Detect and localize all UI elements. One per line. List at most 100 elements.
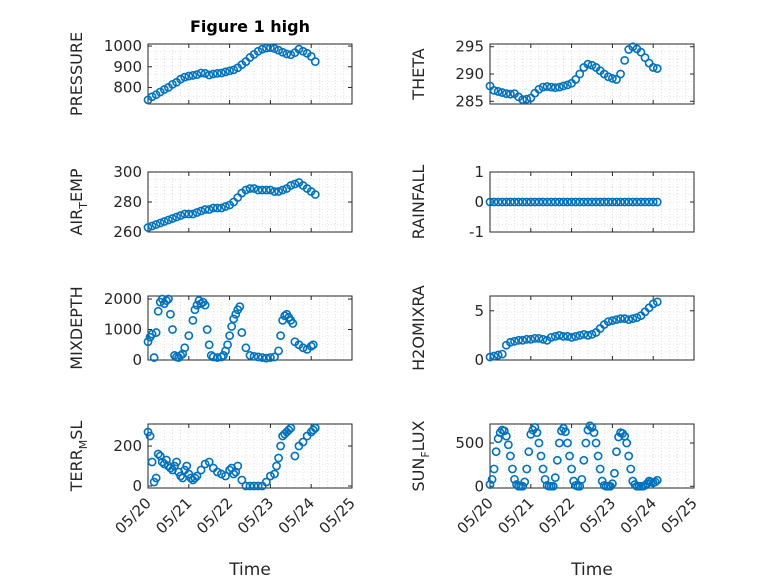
data-point	[310, 423, 320, 433]
data-point	[265, 185, 275, 195]
y-tick-label: 0	[132, 477, 142, 495]
data-point	[648, 197, 658, 207]
data-point	[563, 438, 572, 448]
data-point	[257, 44, 267, 54]
data-point	[493, 87, 503, 96]
data-point	[274, 346, 283, 356]
y-axis-label: SUNFLUX	[409, 420, 432, 491]
data-point	[628, 314, 638, 324]
data-point	[538, 82, 548, 92]
data-point	[489, 351, 499, 361]
data-point	[563, 197, 572, 207]
y-axis-label: TERRMSL	[67, 421, 90, 493]
data-point	[282, 49, 292, 59]
data-point	[196, 299, 206, 309]
data-point	[196, 206, 206, 216]
data-point	[546, 332, 556, 342]
data-point	[501, 89, 511, 99]
data-point	[583, 59, 593, 69]
data-point	[559, 197, 568, 207]
data-point	[526, 197, 536, 207]
data-point	[581, 438, 591, 448]
data-point	[278, 185, 288, 195]
y-tick-label: 300	[113, 163, 142, 181]
data-point	[534, 438, 544, 448]
data-point	[489, 464, 499, 474]
data-point	[503, 440, 513, 450]
y-tick-label: 280	[113, 193, 142, 211]
data-point	[591, 438, 601, 448]
data-point	[522, 334, 532, 344]
data-point	[595, 197, 605, 207]
data-point	[522, 197, 532, 207]
data-point	[212, 68, 222, 78]
series-points	[485, 42, 662, 105]
data-point	[270, 187, 279, 196]
data-point	[616, 69, 625, 79]
data-point	[192, 208, 202, 217]
data-point	[200, 68, 210, 78]
data-point	[204, 457, 214, 467]
data-point	[153, 306, 163, 316]
data-point	[644, 58, 654, 68]
data-point	[204, 205, 214, 214]
data-point	[153, 449, 163, 459]
series-points	[143, 43, 320, 105]
data-point	[612, 75, 621, 84]
data-point	[626, 464, 636, 474]
data-point	[147, 221, 157, 231]
data-point	[155, 218, 165, 228]
data-point	[610, 468, 619, 478]
data-point	[233, 193, 243, 202]
data-point	[640, 53, 650, 63]
data-point	[499, 426, 509, 436]
y-tick-label: 5	[474, 302, 484, 320]
data-point	[188, 315, 198, 325]
data-point	[249, 184, 259, 193]
data-point	[518, 481, 528, 491]
data-point	[223, 340, 232, 350]
data-point	[534, 333, 544, 343]
data-point	[510, 474, 519, 484]
axes-box	[489, 295, 695, 361]
data-point	[270, 44, 279, 53]
y-tick-label: 200	[113, 437, 142, 455]
data-point	[272, 461, 281, 471]
data-point	[491, 447, 501, 457]
data-point	[227, 322, 237, 331]
data-point	[219, 351, 228, 360]
data-point	[530, 333, 540, 343]
data-point	[497, 349, 507, 359]
data-point	[608, 316, 617, 326]
data-point	[308, 425, 318, 435]
data-point	[231, 309, 241, 319]
x-tick-label: 05/22	[535, 494, 578, 537]
series-points	[485, 297, 662, 362]
x-tick-label: 05/21	[152, 494, 195, 537]
data-point	[652, 297, 662, 307]
data-point	[286, 423, 296, 433]
data-point	[221, 67, 230, 77]
data-point	[310, 57, 320, 66]
data-point	[571, 75, 581, 84]
data-point	[172, 212, 181, 222]
data-point	[571, 331, 581, 341]
data-point	[575, 330, 585, 340]
data-point	[274, 187, 283, 196]
data-point	[628, 197, 638, 207]
data-point	[648, 63, 658, 72]
data-point	[550, 83, 560, 93]
y-tick-label: 1	[474, 163, 484, 181]
data-point	[253, 481, 263, 491]
data-point	[196, 68, 206, 78]
data-point	[571, 197, 581, 207]
data-point	[554, 82, 564, 92]
data-point	[237, 475, 247, 485]
data-point	[546, 82, 556, 92]
data-point	[221, 202, 230, 211]
y-axis-label: AIRTEMP	[67, 168, 90, 235]
data-point	[274, 453, 283, 463]
data-point	[229, 314, 239, 324]
data-point	[591, 197, 601, 207]
